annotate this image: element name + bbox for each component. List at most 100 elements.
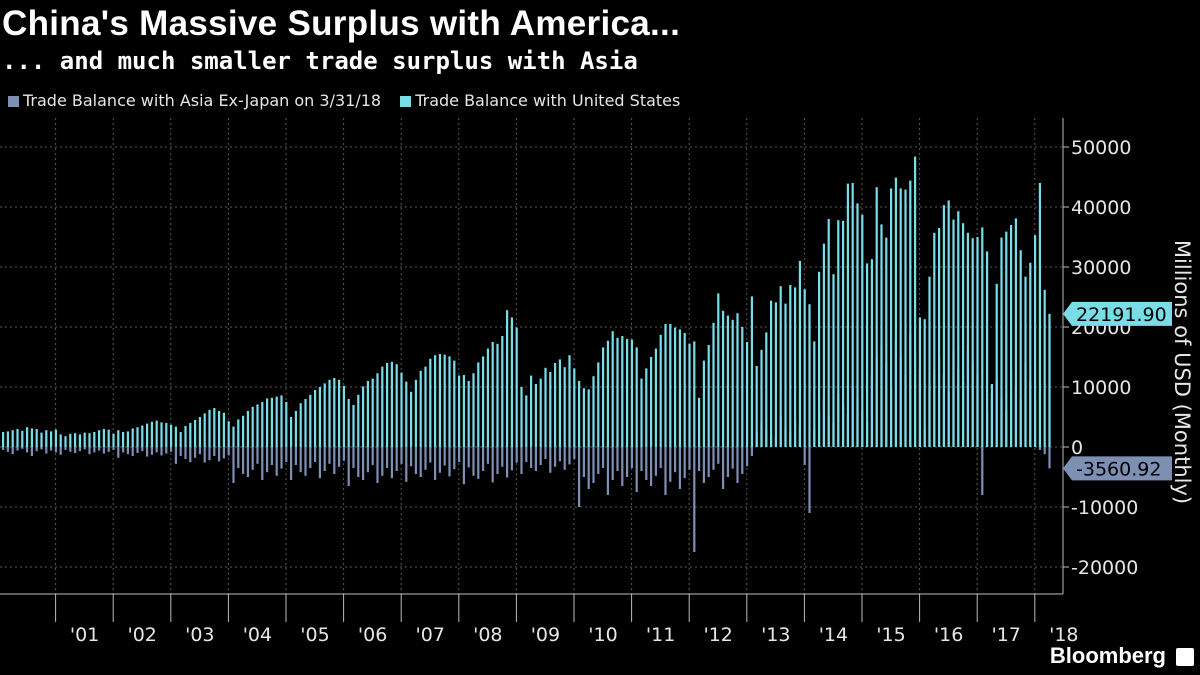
bar-asia <box>275 447 278 476</box>
bar-us <box>50 431 53 447</box>
bar-us <box>789 285 792 447</box>
bar-asia <box>323 447 326 471</box>
bar-asia <box>285 447 288 462</box>
bar-asia <box>232 447 235 483</box>
x-tick-label: '10 <box>588 624 617 646</box>
bar-asia <box>16 447 19 451</box>
bar-asia <box>246 447 249 477</box>
bar-asia <box>582 447 585 477</box>
bar-asia <box>410 447 413 467</box>
bar-asia <box>83 447 86 450</box>
bar-us <box>83 432 86 447</box>
bar-us <box>246 411 249 447</box>
x-tick-label: '02 <box>127 624 156 646</box>
bar-us <box>923 319 926 447</box>
bar-us <box>1048 313 1051 447</box>
bar-us <box>294 411 297 447</box>
bar-us <box>6 431 9 447</box>
x-tick-label: '09 <box>531 624 560 646</box>
bar-us <box>438 354 441 447</box>
bar-us <box>664 324 667 447</box>
bar-asia <box>170 447 173 452</box>
bar-us <box>347 399 350 447</box>
bar-us <box>59 434 62 447</box>
bar-us <box>808 304 811 447</box>
bar-asia <box>218 447 221 462</box>
bar-asia <box>194 447 197 458</box>
legend-item-us[interactable]: Trade Balance with United States <box>400 91 680 110</box>
bar-asia <box>376 447 379 483</box>
bar-us <box>165 423 168 447</box>
bar-asia <box>117 447 120 458</box>
bar-us <box>280 395 283 447</box>
y-tick-label: 40000 <box>1071 197 1131 219</box>
bar-asia <box>669 447 672 482</box>
bar-us <box>160 422 163 447</box>
bar-asia <box>280 447 283 469</box>
bar-us <box>885 237 888 447</box>
bar-us <box>587 389 590 447</box>
legend-item-asia[interactable]: Trade Balance with Asia Ex-Japan on 3/31… <box>8 91 381 110</box>
bar-us <box>693 341 696 447</box>
bar-asia <box>563 447 566 470</box>
bar-us <box>717 293 720 447</box>
bar-us <box>578 381 581 447</box>
bar-asia <box>40 447 43 450</box>
bar-us <box>750 296 753 447</box>
bar-us <box>256 404 259 447</box>
x-tick-label: '17 <box>991 624 1020 646</box>
bar-us <box>491 342 494 447</box>
bar-us <box>251 406 254 447</box>
bar-us <box>981 227 984 447</box>
bar-asia <box>482 447 485 471</box>
bar-asia <box>578 447 581 507</box>
bar-us <box>352 405 355 447</box>
bar-us <box>539 378 542 447</box>
bar-asia <box>112 447 115 450</box>
bar-asia <box>294 447 297 465</box>
legend-swatch-asia <box>8 96 19 107</box>
bar-asia <box>6 447 9 452</box>
bar-asia <box>602 447 605 468</box>
bar-us <box>314 390 317 447</box>
bar-asia <box>707 447 710 477</box>
bar-asia <box>328 447 331 464</box>
bar-us <box>933 232 936 447</box>
bar-us <box>990 384 993 447</box>
bar-us <box>597 362 600 447</box>
bar-asia <box>222 447 225 459</box>
bar-us <box>654 348 657 447</box>
bar-us <box>525 395 528 447</box>
bar-asia <box>198 447 201 455</box>
bar-us <box>486 348 489 447</box>
x-tick-label: '03 <box>185 624 214 646</box>
bar-asia <box>429 447 432 463</box>
bar-asia <box>750 447 753 456</box>
bar-asia <box>606 447 609 495</box>
bar-asia <box>270 447 273 465</box>
bar-us <box>976 237 979 447</box>
bar-us <box>69 433 72 447</box>
bar-us <box>482 356 485 447</box>
bar-us <box>818 271 821 447</box>
x-tick-label: '18 <box>1049 624 1078 646</box>
bar-us <box>462 375 465 447</box>
bar-us <box>141 425 144 447</box>
bar-us <box>366 381 369 447</box>
bar-asia <box>626 447 629 477</box>
bar-us <box>1034 235 1037 447</box>
y-tick-label: 0 <box>1071 437 1083 459</box>
bar-asia <box>573 447 576 459</box>
bar-asia <box>434 447 437 480</box>
bar-asia <box>635 447 638 492</box>
bar-asia <box>501 447 504 467</box>
bar-asia <box>477 447 480 479</box>
callout-box <box>1063 301 1172 326</box>
bar-asia <box>400 447 403 464</box>
bar-asia <box>26 447 29 453</box>
bar-us <box>45 430 48 447</box>
bar-asia <box>54 447 57 453</box>
bar-us <box>698 397 701 447</box>
bar-asia <box>458 447 461 462</box>
